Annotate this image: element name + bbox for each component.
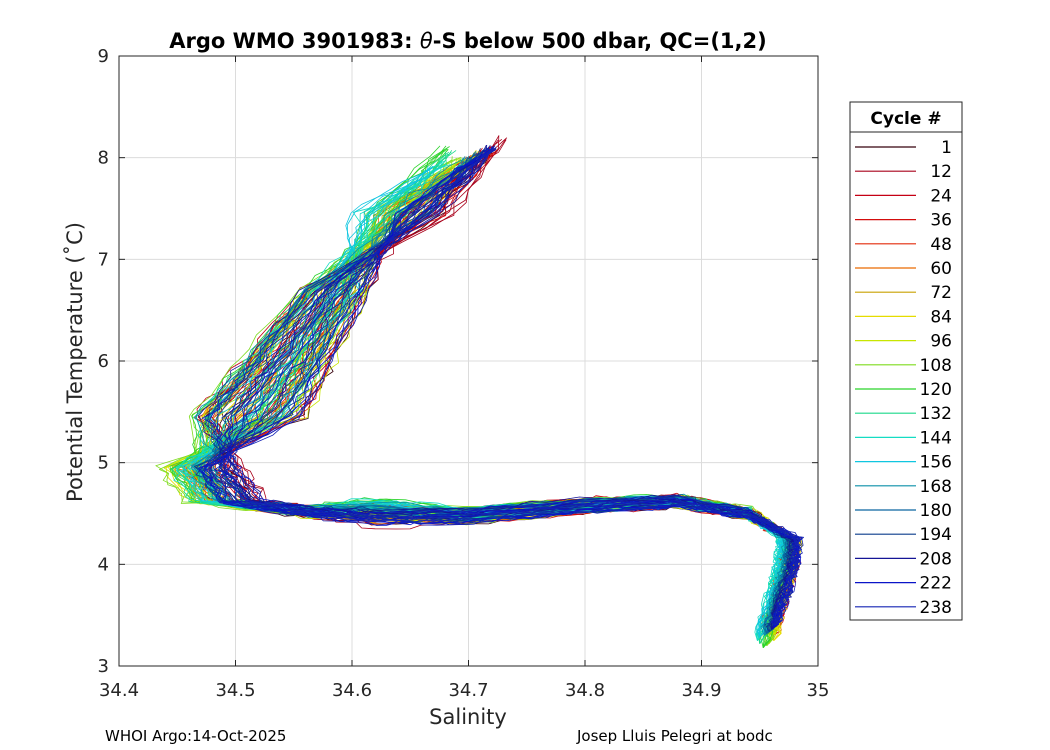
legend-label: 194 (920, 525, 952, 545)
legend-label: 36 (930, 211, 952, 231)
x-tick-label: 34.7 (448, 680, 488, 701)
legend-label: 24 (930, 186, 952, 206)
profile-line (197, 150, 802, 628)
profile-line (194, 147, 797, 632)
profile-line (193, 160, 784, 641)
footer-left: WHOI Argo:14-Oct-2025 (105, 727, 286, 745)
legend-label: 144 (920, 428, 952, 448)
profile-line (224, 147, 804, 626)
x-axis-label: Salinity (429, 705, 507, 729)
legend-label: 84 (930, 307, 952, 327)
legend-label: 1 (941, 138, 952, 158)
legend-label: 208 (920, 549, 952, 569)
legend-label: 168 (920, 477, 952, 497)
plot-frame (118, 55, 819, 667)
y-tick-label: 8 (98, 148, 109, 169)
legend-label: 12 (930, 162, 952, 182)
y-tick-label: 3 (98, 656, 109, 677)
y-tick-label: 6 (98, 351, 109, 372)
legend-label: 72 (930, 283, 952, 303)
series-238 (199, 145, 804, 626)
x-tick-label: 35 (807, 680, 830, 701)
profile-line (207, 147, 802, 626)
chart-title: Argo WMO 3901983: θ-S below 500 dbar, QC… (169, 29, 766, 53)
x-tick-label: 34.5 (215, 680, 255, 701)
legend-label: 180 (920, 501, 952, 521)
footer-right: Josep Lluis Pelegri at bodc (576, 727, 773, 745)
legend-label: 60 (930, 259, 952, 279)
legend: Cycle # 1 12 24 36 48 60 72 84 96 108 120 132 144 156… (849, 101, 963, 621)
y-tick-label: 9 (98, 46, 109, 67)
legend-label: 132 (920, 404, 952, 424)
y-tick-label: 4 (98, 554, 109, 575)
series-group (155, 135, 804, 648)
profile-line (218, 146, 800, 626)
legend-title: Cycle # (870, 109, 941, 129)
profile-line (216, 148, 797, 632)
x-tick-labels: 34.4 34.5 34.6 34.7 34.8 34.9 35 (99, 680, 829, 701)
legend-label: 222 (920, 574, 952, 594)
x-tick-label: 34.6 (332, 680, 372, 701)
legend-label: 120 (920, 380, 952, 400)
profile-line (223, 145, 801, 626)
y-axis-label: Potential Temperature (˚C) (63, 222, 87, 502)
legend-label: 108 (920, 356, 952, 376)
x-tick-label: 34.9 (681, 680, 721, 701)
y-tick-label: 7 (98, 249, 109, 270)
legend-label: 156 (920, 453, 952, 473)
x-tick-label: 34.8 (565, 680, 605, 701)
legend-label: 96 (930, 332, 952, 352)
y-tick-label: 5 (98, 453, 109, 474)
x-tick-label: 34.4 (99, 680, 139, 701)
y-tick-labels: 3 4 5 6 7 8 9 (98, 46, 109, 677)
legend-label: 238 (920, 598, 952, 618)
legend-label: 48 (930, 235, 952, 255)
